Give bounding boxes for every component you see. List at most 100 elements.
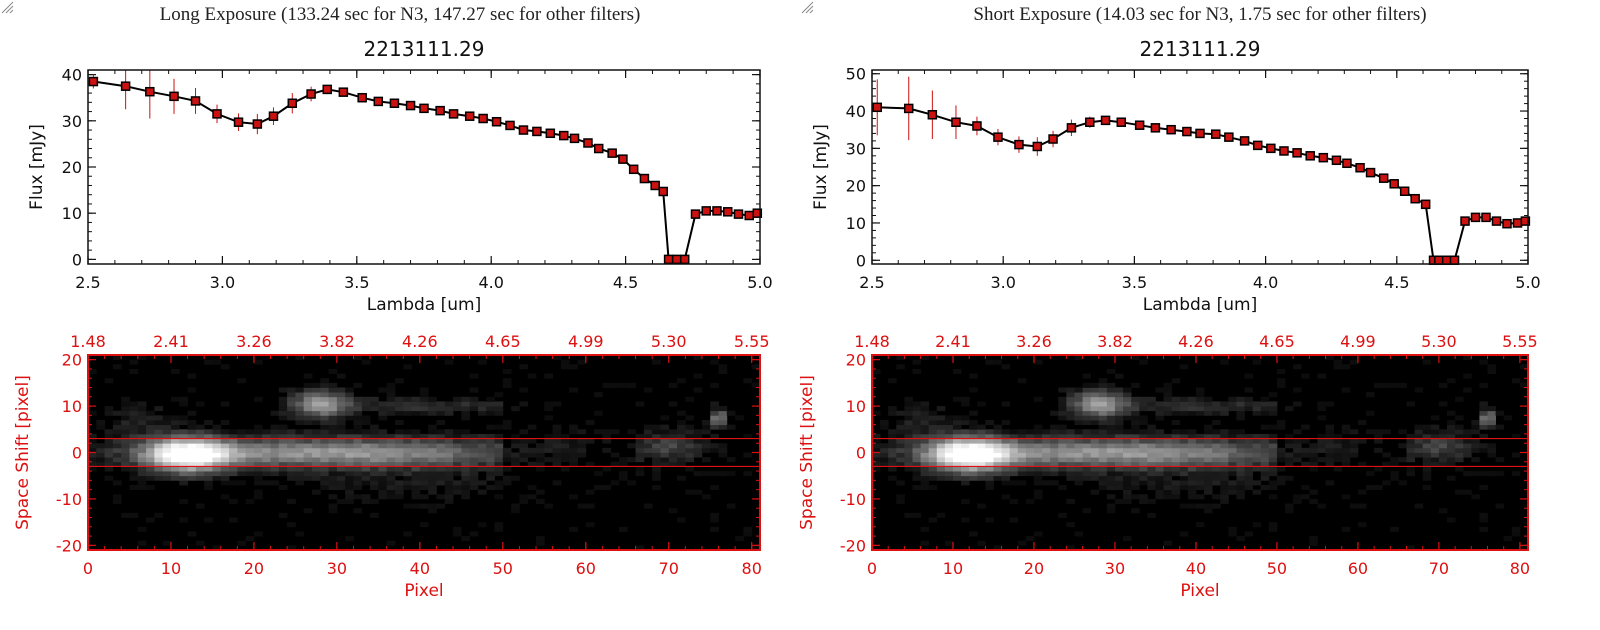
image-pixel — [229, 438, 238, 444]
top-tick-label: 3.26 — [236, 332, 272, 351]
image-pixel — [386, 466, 396, 472]
image-pixel — [453, 457, 462, 463]
image-pixel — [660, 461, 670, 467]
image-pixel — [527, 494, 537, 500]
data-point — [1520, 216, 1531, 226]
image-pixel — [1131, 508, 1140, 514]
image-pixel — [1487, 364, 1497, 370]
image-pixel — [1131, 406, 1140, 412]
image-pixel — [428, 471, 437, 477]
image-pixel — [1050, 433, 1059, 439]
image-pixel — [370, 401, 379, 407]
resize-grip-icon[interactable] — [0, 0, 14, 14]
image-pixel — [1479, 382, 1488, 388]
image-pixel — [195, 424, 205, 430]
image-pixel — [1455, 424, 1464, 430]
image-pixel — [1147, 461, 1156, 467]
image-pixel — [303, 443, 313, 449]
image-pixel — [1447, 447, 1456, 453]
image-pixel — [1163, 480, 1173, 486]
image-pixel — [220, 447, 230, 453]
image-pixel — [386, 457, 396, 463]
image-pixel — [1414, 447, 1424, 453]
image-pixel — [320, 406, 329, 412]
image-pixel — [1090, 396, 1100, 402]
image-pixel — [527, 452, 537, 458]
image-pixel — [1268, 494, 1278, 500]
image-pixel — [1422, 452, 1432, 458]
image-pixel — [212, 452, 222, 458]
image-pixel — [896, 433, 905, 439]
image-pixel — [1066, 443, 1075, 449]
image-pixel — [1033, 429, 1043, 435]
image-pixel — [1114, 447, 1124, 453]
image-pixel — [278, 443, 288, 449]
resize-grip-icon[interactable] — [800, 0, 814, 14]
image-pixel — [170, 466, 180, 472]
image-pixel — [1050, 457, 1059, 463]
x-tick-label: 0 — [867, 559, 877, 578]
image-pixel — [1082, 447, 1092, 453]
image-pixel — [585, 489, 595, 495]
image-pixel — [1390, 382, 1399, 388]
image-pixel — [677, 457, 686, 463]
image-pixel — [1309, 452, 1318, 458]
image-pixel — [212, 475, 222, 481]
image-pixel — [220, 480, 230, 486]
image-pixel — [262, 452, 271, 458]
image-pixel — [1187, 438, 1197, 444]
image-pixel — [668, 457, 678, 463]
image-pixel — [486, 461, 495, 467]
image-pixel — [668, 461, 678, 467]
image-pixel — [1058, 387, 1067, 393]
image-pixel — [1171, 452, 1181, 458]
image-pixel — [502, 447, 512, 453]
image-pixel — [544, 373, 553, 379]
image-pixel — [527, 485, 537, 491]
image-pixel — [195, 452, 205, 458]
image-pixel — [320, 466, 329, 472]
image-pixel — [718, 406, 728, 412]
image-pixel — [685, 424, 695, 430]
image-pixel — [544, 401, 553, 407]
image-pixel — [668, 508, 678, 514]
image-pixel — [1382, 452, 1391, 458]
image-pixel — [469, 396, 479, 402]
image-pixel — [262, 466, 271, 472]
image-pixel — [536, 452, 545, 458]
image-pixel — [170, 429, 180, 435]
image-pixel — [1447, 410, 1456, 416]
image-pixel — [386, 396, 396, 402]
image-pixel — [1252, 522, 1262, 528]
image-pixel — [361, 471, 371, 477]
image-pixel — [1066, 452, 1075, 458]
image-pixel — [320, 475, 329, 481]
image-pixel — [1374, 429, 1383, 435]
image-pixel — [461, 410, 471, 416]
image-pixel — [461, 447, 471, 453]
image-pixel — [1406, 401, 1416, 407]
image-pixel — [685, 433, 695, 439]
image-pixel — [743, 378, 753, 384]
image-pixel — [1204, 447, 1213, 453]
image-pixel — [1268, 471, 1278, 477]
image-pixel — [1268, 447, 1278, 453]
data-point — [120, 81, 131, 91]
image-pixel — [977, 438, 986, 444]
image-pixel — [154, 443, 164, 449]
image-pixel — [618, 461, 628, 467]
image-pixel — [88, 368, 97, 374]
image-pixel — [419, 457, 429, 463]
image-pixel — [1033, 461, 1043, 467]
image-pixel — [220, 438, 230, 444]
image-pixel — [1155, 443, 1164, 449]
image-pixel — [386, 461, 396, 467]
data-point — [1239, 136, 1250, 146]
image-pixel — [1293, 457, 1302, 463]
image-pixel — [237, 471, 247, 477]
image-pixel — [1074, 410, 1083, 416]
image-pixel — [361, 396, 371, 402]
image-pixel — [378, 457, 388, 463]
image-pixel — [1082, 410, 1092, 416]
image-pixel — [1042, 452, 1051, 458]
